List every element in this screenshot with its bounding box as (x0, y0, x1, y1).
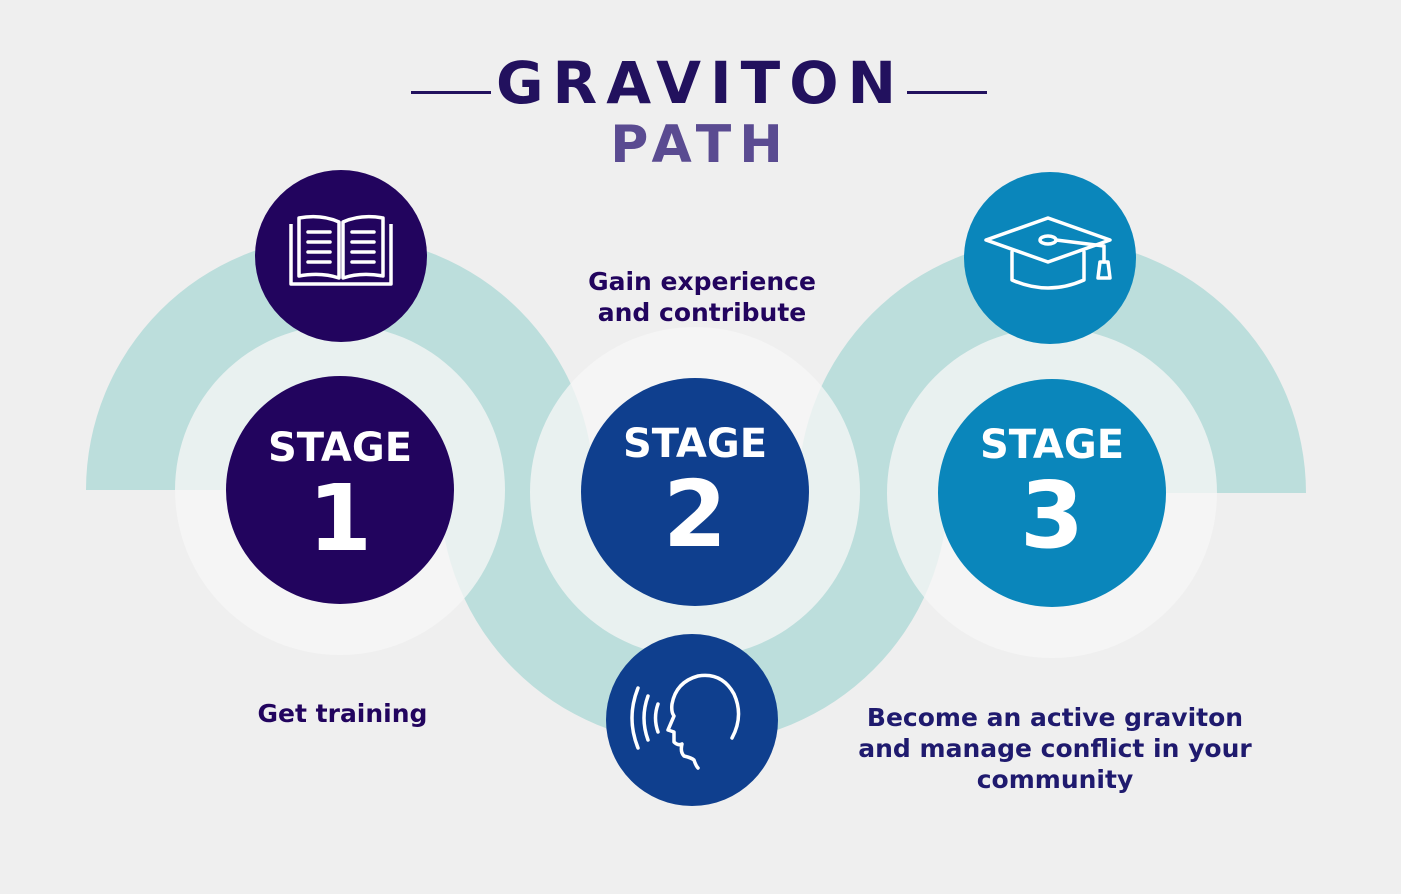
stage-3-number: 3 (1019, 462, 1084, 569)
stage-1-caption: Get training (240, 698, 445, 729)
stage-2-caption: Gain experience and contribute (582, 266, 822, 328)
stage-3-caption: Become an active graviton and manage con… (840, 702, 1270, 795)
stage-2-word: STAGE (622, 421, 768, 467)
stage-2-label: STAGE 2 (580, 421, 810, 563)
stage-3-word: STAGE (979, 422, 1125, 468)
stage-2-circle (581, 378, 809, 606)
stage-1-number: 1 (307, 465, 372, 572)
stage-2-caption-line-2: and contribute (597, 298, 807, 327)
stage-2-number: 2 (662, 461, 727, 568)
open-book-icon (289, 214, 393, 286)
stage-3-label: STAGE 3 (937, 422, 1167, 564)
stage-2-icon-circle (606, 634, 778, 806)
stage-3-circle (938, 379, 1166, 607)
stage-1-caption-line-1: Get training (257, 699, 428, 728)
graduation-cap-icon (984, 216, 1112, 290)
stage-1-label: STAGE 1 (225, 425, 455, 567)
title-rule-left (411, 91, 491, 94)
stage-3-caption-line-1: Become an active graviton (866, 703, 1244, 732)
stage-3-caption-line-2: and manage conflict in your (858, 734, 1252, 763)
page-title: GRAVITON (495, 49, 906, 117)
page-subtitle: PATH (610, 115, 791, 175)
stage-1-word: STAGE (267, 425, 413, 471)
stage-1-circle (226, 376, 454, 604)
stage-3-caption-line-3: community (976, 765, 1134, 794)
stage-1-icon-circle (255, 170, 427, 342)
title-rule-right (907, 91, 987, 94)
speaking-head-icon (630, 673, 741, 770)
stage-2-caption-line-1: Gain experience (588, 267, 816, 296)
stage-3-icon-circle (964, 172, 1136, 344)
